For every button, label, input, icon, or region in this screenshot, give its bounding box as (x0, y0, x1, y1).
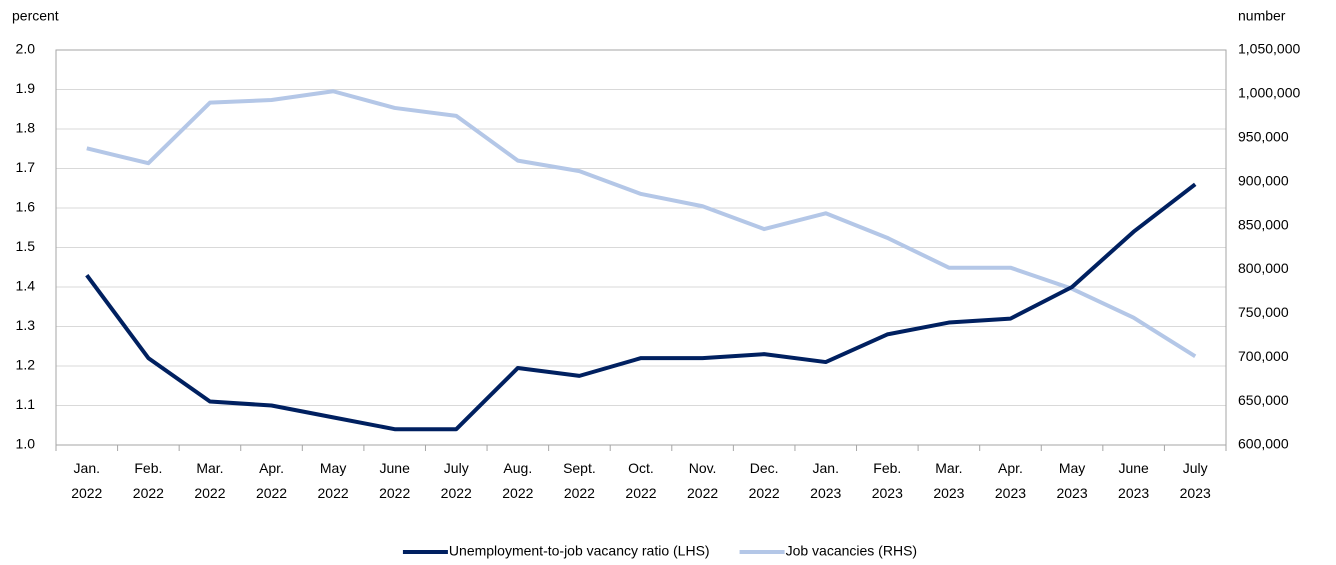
plot-frame (55, 49, 1227, 446)
x-tick-label: Feb. 2023 (872, 460, 903, 501)
y-tick-label: 1.7 (16, 159, 36, 175)
y-axis-label: percent (12, 8, 59, 24)
x-tick-label: May 2022 (318, 460, 349, 501)
x-tick-label: June 2023 (1118, 460, 1149, 501)
x-tick-label: Apr. 2022 (256, 460, 287, 501)
y-tick-label: 1.0 (16, 436, 36, 452)
y2-tick-label: 750,000 (1238, 304, 1289, 320)
y2-tick-label: 950,000 (1238, 128, 1289, 144)
legend: Unemployment-to-job vacancy ratio (LHS) J… (402, 543, 918, 559)
x-tick-label: Apr. 2023 (995, 460, 1026, 501)
y-tick-label: 1.9 (16, 80, 36, 96)
x-tick-label: Sept. 2022 (563, 460, 596, 501)
y-tick-label: 1.3 (16, 317, 36, 333)
y-tick-label: 1.1 (16, 396, 36, 412)
x-tick-label: Jan. 2023 (810, 460, 841, 501)
x-tick-label: Feb. 2022 (133, 460, 164, 501)
x-tick-label: July 2022 (441, 460, 472, 501)
y2-tick-label: 700,000 (1238, 348, 1289, 364)
legend-label: Unemployment-to-job vacancy ratio (LHS) (449, 543, 710, 559)
legend-label: Job vacancies (RHS) (786, 543, 918, 559)
y2-tick-label: 850,000 (1238, 216, 1289, 232)
y-tick-label: 1.5 (16, 238, 36, 254)
x-tick-label: Oct. 2022 (625, 460, 656, 501)
x-tick-label: Nov. 2022 (687, 460, 718, 501)
x-tick-label: Dec. 2022 (749, 460, 780, 501)
y2-axis-label: number (1238, 8, 1286, 24)
y-tick-label: 1.8 (16, 120, 36, 136)
x-tick-label: Mar. 2022 (194, 460, 225, 501)
x-tick-label: Jan. 2022 (71, 460, 102, 501)
series-line (85, 182, 1197, 432)
y2-tick-label: 800,000 (1238, 260, 1289, 276)
y-tick-label: 1.6 (16, 199, 36, 215)
y-tick-label: 2.0 (16, 41, 36, 57)
y-tick-label: 1.2 (16, 357, 36, 373)
x-tick-label: June 2022 (379, 460, 410, 501)
y2-tick-label: 1,000,000 (1238, 85, 1300, 101)
y-tick-label: 1.4 (16, 278, 36, 294)
x-tick-label: Mar. 2023 (933, 460, 964, 501)
y2-tick-label: 600,000 (1238, 436, 1289, 452)
y2-tick-label: 900,000 (1238, 172, 1289, 188)
series-line (86, 89, 1197, 359)
x-tick-label: July 2023 (1180, 460, 1211, 501)
y2-tick-label: 1,050,000 (1238, 41, 1300, 57)
y2-tick-label: 650,000 (1238, 392, 1289, 408)
x-tick-label: May 2023 (1056, 460, 1087, 501)
x-tick-label: Aug. 2022 (502, 460, 533, 501)
